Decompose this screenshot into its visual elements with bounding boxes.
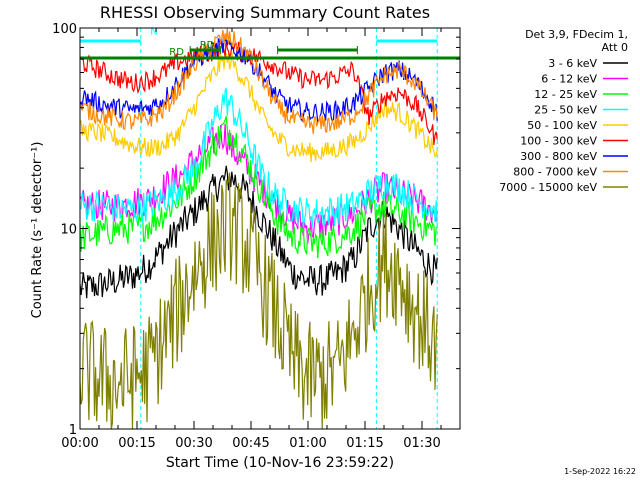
x-tick-label: 01:00: [289, 436, 326, 451]
x-tick-label: 00:30: [175, 436, 212, 451]
legend-label: 300 - 800 keV: [520, 150, 597, 163]
y-tick-label: 1: [69, 423, 77, 438]
flag-bars: N RD RD: [80, 27, 460, 60]
x-tick-label: 00:00: [61, 436, 98, 451]
legend-label: 7000 - 15000 keV: [499, 181, 597, 194]
series-line-2: [79, 123, 438, 244]
annotation-label: N: [150, 27, 157, 38]
legend-label: 100 - 300 keV: [520, 135, 597, 148]
series-line-3: [79, 116, 438, 259]
y-axis-label: Count Rate (s⁻¹ detector⁻¹): [30, 142, 45, 319]
legend-label: 6 - 12 keV: [541, 73, 597, 86]
legend-header: Det 3,9, FDecim 1,: [525, 28, 628, 41]
x-tick-label: 00:15: [118, 436, 155, 451]
x-axis-label: Start Time (10-Nov-16 23:59:22): [166, 455, 394, 471]
annotation-label: RD: [169, 47, 184, 58]
series-line-6: [79, 38, 438, 146]
x-tick-label: 01:15: [346, 436, 383, 451]
legend-header: Att 0: [602, 41, 628, 54]
footer-date: 1-Sep-2022 16:22: [564, 467, 636, 476]
legend-label: 25 - 50 keV: [534, 104, 597, 117]
legend-label: 12 - 25 keV: [534, 88, 597, 101]
y-tick-label: 100: [52, 22, 77, 37]
x-axis-ticks: 00:00 00:15 00:30 00:45 01:00 01:15 01:30: [61, 28, 461, 451]
legend: Det 3,9, FDecim 1,Att 0 3 - 6 keV 6 - 12 k…: [499, 28, 628, 194]
y-tick-label: 10: [60, 223, 77, 238]
legend-label: 3 - 6 keV: [548, 57, 597, 70]
annotation-label: RD: [200, 40, 215, 51]
series-line-4: [79, 87, 438, 228]
x-tick-label: 01:30: [403, 436, 440, 451]
series-lines: [79, 28, 438, 430]
series-line-1: [79, 165, 438, 299]
x-tick-label: 00:45: [232, 436, 269, 451]
legend-label: 50 - 100 keV: [527, 119, 597, 132]
chart-title: RHESSI Observing Summary Count Rates: [100, 3, 430, 22]
series-line-8: [79, 28, 438, 135]
series-line-5: [79, 52, 438, 163]
legend-label: 800 - 7000 keV: [513, 166, 597, 179]
y-axis-ticks: 1 10 100: [52, 22, 460, 438]
series-line-9: [79, 172, 438, 430]
